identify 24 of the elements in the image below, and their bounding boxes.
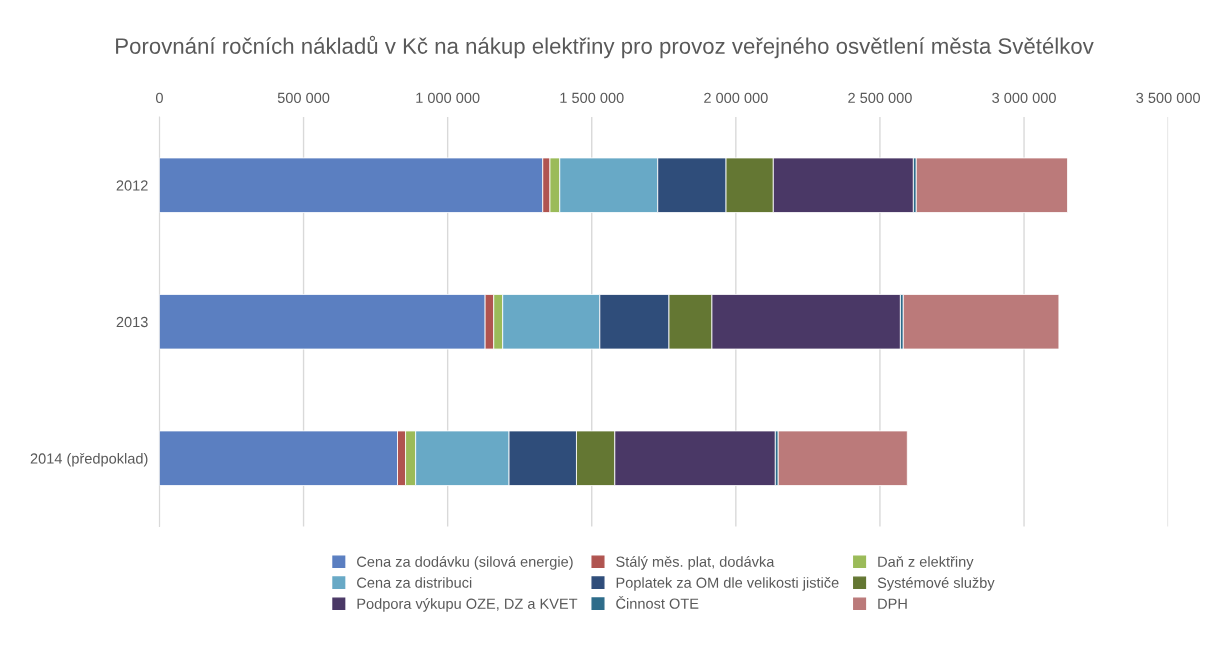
legend-label: Stálý měs. plat, dodávka [616, 556, 775, 570]
bar [777, 430, 908, 486]
legend-label: Cena za dodávku (silová energie) [357, 556, 573, 570]
x-tick-label: 3 500 000 [1136, 92, 1201, 104]
x-tick-label: 1 500 000 [560, 92, 624, 104]
legend-label: Podpora výkupu OZE, DZ a KVET [357, 598, 578, 612]
x-tick-label: 2 500 000 [848, 92, 912, 104]
bar [902, 294, 1060, 350]
x-tick-label: 2 000 000 [704, 92, 768, 104]
legend-label: Cena za distribuci [357, 577, 472, 588]
chart-title: Porovnání ročních nákladů v Kč na nákup elektřiny pro provoz veřejného osvětlení města Světélkov [116, 35, 1094, 59]
x-tick-label: 1 000 000 [416, 92, 480, 104]
legend-label: Poplatek za OM dle velikosti jističe [616, 577, 839, 591]
legend-label: DPH [878, 598, 907, 609]
legend-label: Daň z elektřiny [878, 556, 974, 570]
legend-label: Systémové služby [877, 577, 995, 591]
x-tick-label: 0 [155, 92, 163, 104]
x-tick-label: 500 000 [277, 92, 330, 104]
legend-label: Činnost OTE [616, 595, 699, 609]
y-tick-label: 2014 (předpoklad) [30, 452, 148, 467]
y-tick-label: 2013 [116, 316, 148, 328]
y-tick-label: 2012 [116, 180, 148, 191]
bar [915, 157, 1068, 213]
x-tick-label: 3 000 000 [992, 92, 1056, 104]
